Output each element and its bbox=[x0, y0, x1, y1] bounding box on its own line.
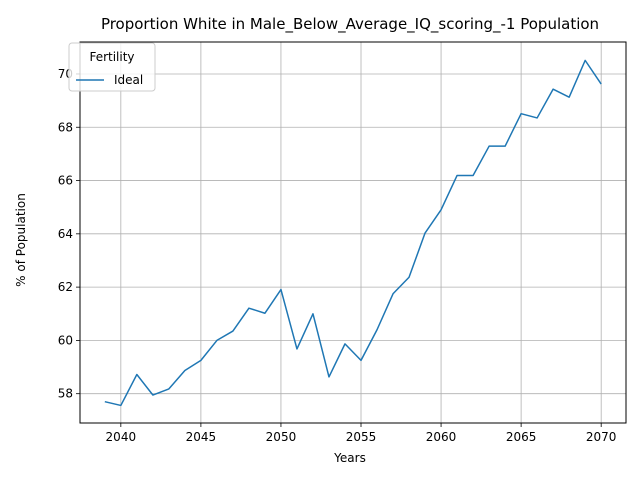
x-tick-label: 2040 bbox=[106, 430, 137, 444]
legend-title: Fertility bbox=[89, 50, 134, 64]
legend-box bbox=[68, 42, 156, 92]
y-tick-label: 64 bbox=[58, 227, 73, 241]
y-axis-label: % of Population bbox=[14, 193, 28, 287]
x-axis-ticks: 2040 2045 2050 2055 2060 2065 2070 bbox=[106, 423, 617, 444]
x-tick-label: 2060 bbox=[426, 430, 457, 444]
x-axis-label: Years bbox=[333, 451, 366, 465]
series-line-0 bbox=[104, 59, 602, 407]
y-tick-label: 68 bbox=[58, 120, 73, 134]
grid-lines bbox=[80, 42, 626, 423]
y-tick-label: 66 bbox=[58, 174, 73, 188]
x-tick-label: 2045 bbox=[186, 430, 217, 444]
y-tick-label: 60 bbox=[58, 333, 73, 347]
x-tick-label: 2050 bbox=[266, 430, 297, 444]
y-tick-label: 58 bbox=[58, 387, 73, 401]
series-layer bbox=[104, 59, 602, 407]
legend: Fertility Ideal bbox=[68, 42, 156, 92]
legend-label-ideal: Ideal bbox=[114, 73, 143, 87]
x-tick-label: 2070 bbox=[586, 430, 617, 444]
x-tick-label: 2055 bbox=[346, 430, 377, 444]
x-tick-label: 2065 bbox=[506, 430, 537, 444]
chart-title: Proportion White in Male_Below_Average_I… bbox=[101, 15, 599, 34]
plot-frame bbox=[79, 41, 627, 424]
y-tick-label: 62 bbox=[58, 280, 73, 294]
